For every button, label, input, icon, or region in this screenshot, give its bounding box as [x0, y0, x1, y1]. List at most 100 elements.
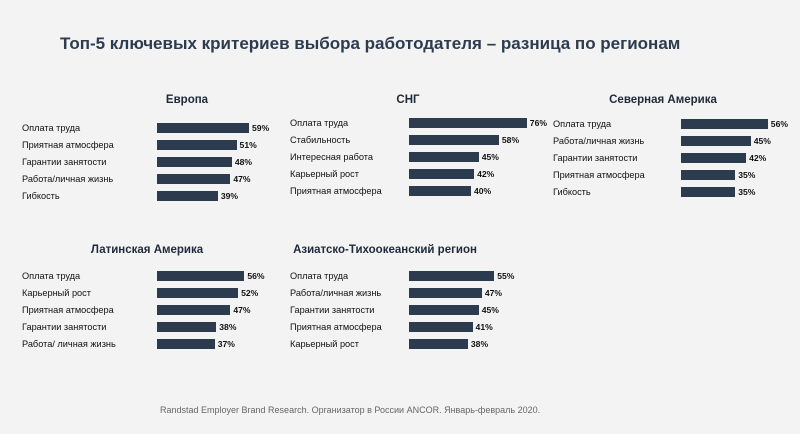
- chart-title: Латинская Америка: [90, 244, 204, 256]
- bar-row: Приятная атмосфера 35%: [553, 169, 800, 181]
- chart-title: СНГ: [396, 94, 420, 106]
- bar-row: Работа/ личная жизнь 37%: [22, 338, 272, 350]
- bar: [409, 288, 482, 298]
- value-label: 42%: [477, 169, 495, 179]
- category-label: Приятная атмосфера: [22, 305, 114, 315]
- bar: [157, 191, 218, 201]
- category-label: Гарантии занятости: [22, 322, 107, 332]
- bar-row: Стабильность 58%: [290, 134, 540, 146]
- category-label: Работа/ личная жизнь: [22, 339, 116, 349]
- value-label: 41%: [475, 322, 493, 332]
- bar: [409, 305, 479, 315]
- value-label: 56%: [247, 271, 265, 281]
- bar: [409, 118, 527, 128]
- value-label: 76%: [529, 118, 547, 128]
- category-label: Оплата труда: [290, 118, 349, 128]
- category-label: Гибкость: [553, 187, 591, 197]
- chart-title: Европа: [165, 94, 209, 106]
- value-label: 47%: [233, 174, 251, 184]
- value-label: 52%: [241, 288, 259, 298]
- chart-panel: Латинская Америка Оплата труда 56% Карьерны…: [22, 244, 272, 394]
- value-label: 45%: [481, 305, 499, 315]
- bar-row: Работа/личная жизнь 47%: [22, 173, 272, 185]
- value-label: 40%: [474, 186, 492, 196]
- category-label: Карьерный рост: [290, 169, 359, 179]
- category-label: Стабильность: [290, 135, 351, 145]
- bar-row: Приятная атмосфера 41%: [290, 321, 540, 333]
- value-label: 37%: [217, 339, 235, 349]
- bar-row: Карьерный рост 52%: [22, 287, 272, 299]
- value-label: 58%: [501, 135, 520, 145]
- bar: [681, 153, 747, 163]
- bar-row: Оплата труда 56%: [553, 118, 800, 130]
- value-label: 59%: [252, 123, 270, 133]
- bar-row: Гибкость 35%: [553, 186, 800, 198]
- value-label: 45%: [753, 136, 771, 146]
- value-label: 42%: [749, 153, 767, 163]
- category-label: Гарантии занятости: [553, 153, 638, 163]
- bar-row: Оплата труда 59%: [22, 122, 272, 134]
- bar: [157, 157, 232, 167]
- value-label: 47%: [233, 305, 251, 315]
- bar-row: Оплата труда 55%: [290, 270, 540, 282]
- bar-row: Гарантии занятости 38%: [22, 321, 272, 333]
- bar-row: Гибкость 39%: [22, 190, 272, 202]
- value-label: 38%: [470, 339, 489, 349]
- page-title: Топ-5 ключевых критериев выбора работода…: [60, 34, 681, 53]
- bar-row: Интересная работа 45%: [290, 151, 540, 163]
- bar: [157, 140, 237, 150]
- bar-row: Приятная атмосфера 51%: [22, 139, 272, 151]
- category-label: Оплата труда: [22, 123, 81, 133]
- category-label: Приятная атмосфера: [22, 140, 114, 150]
- value-label: 35%: [738, 170, 756, 180]
- bar-row: Работа/личная жизнь 47%: [290, 287, 540, 299]
- bar: [681, 136, 751, 146]
- value-label: 45%: [481, 152, 499, 162]
- category-label: Работа/личная жизнь: [553, 136, 645, 146]
- category-label: Карьерный рост: [22, 288, 91, 298]
- bar: [409, 135, 499, 145]
- category-label: Приятная атмосфера: [290, 322, 382, 332]
- bar-row: Приятная атмосфера 47%: [22, 304, 272, 316]
- category-label: Гарантии занятости: [290, 305, 375, 315]
- bar-row: Гарантии занятости 42%: [553, 152, 800, 164]
- bar-row: Оплата труда 56%: [22, 270, 272, 282]
- value-label: 35%: [738, 187, 756, 197]
- value-label: 48%: [234, 157, 253, 167]
- value-label: 39%: [220, 191, 239, 201]
- bar-row: Приятная атмосфера 40%: [290, 185, 540, 197]
- bar: [681, 119, 768, 129]
- bar: [157, 305, 231, 315]
- value-label: 55%: [497, 271, 515, 281]
- source-footer: Randstad Employer Brand Research. Органи…: [160, 405, 541, 415]
- bar: [409, 271, 495, 281]
- value-label: 51%: [239, 140, 257, 150]
- bar: [409, 322, 473, 332]
- value-label: 38%: [219, 322, 237, 332]
- bar-row: Гарантии занятости 48%: [22, 156, 272, 168]
- category-label: Оплата труда: [290, 271, 349, 281]
- bar: [409, 169, 475, 179]
- category-label: Гибкость: [22, 191, 60, 201]
- chart-panel: Азиатско-Тихоокеанский регион Оплата труд…: [290, 244, 540, 394]
- bar: [409, 152, 479, 162]
- chart-title: Азиатско-Тихоокеанский регион: [293, 244, 477, 256]
- value-label: 56%: [770, 119, 788, 129]
- bar: [681, 170, 736, 180]
- category-label: Интересная работа: [290, 152, 374, 162]
- chart-panel: Европа Оплата труда 59% Приятная атмосфера 5…: [22, 94, 272, 244]
- chart-panel: СНГ Оплата труда 76% Стабильность 58% Интерес…: [290, 94, 547, 244]
- value-label: 47%: [484, 288, 503, 298]
- bar-row: Оплата труда 76%: [290, 117, 547, 129]
- chart-panel: Северная Америка Оплата труда 56% Работа/ли…: [553, 94, 800, 244]
- category-label: Приятная атмосфера: [553, 170, 645, 180]
- bar: [157, 174, 231, 184]
- bar-row: Работа/личная жизнь 45%: [553, 135, 800, 147]
- bar: [409, 339, 468, 349]
- bar-row: Карьерный рост 42%: [290, 168, 540, 180]
- chart-title: Северная Америка: [609, 94, 717, 106]
- category-label: Приятная атмосфера: [290, 186, 382, 196]
- bar: [157, 123, 250, 133]
- category-label: Оплата труда: [22, 271, 81, 281]
- bar-row: Карьерный рост 38%: [290, 338, 540, 350]
